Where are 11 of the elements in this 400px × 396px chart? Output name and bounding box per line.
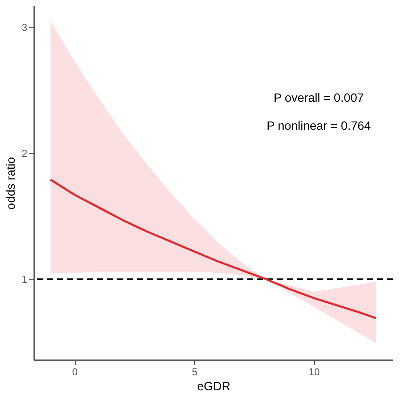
y-axis-title: odds ratio xyxy=(4,156,18,210)
x-tick-label: 5 xyxy=(192,368,198,378)
y-tick-label: 2 xyxy=(22,148,28,160)
x-axis-title: eGDR xyxy=(197,380,231,394)
x-tick-label: 0 xyxy=(72,368,78,378)
annotation: P nonlinear = 0.764 xyxy=(266,119,372,133)
x-tick-label: 10 xyxy=(308,368,321,378)
annotation: P overall = 0.007 xyxy=(274,91,364,105)
line-series xyxy=(50,178,378,320)
y-tick-label: 1 xyxy=(22,274,28,286)
y-tick-label: 3 xyxy=(22,22,28,34)
